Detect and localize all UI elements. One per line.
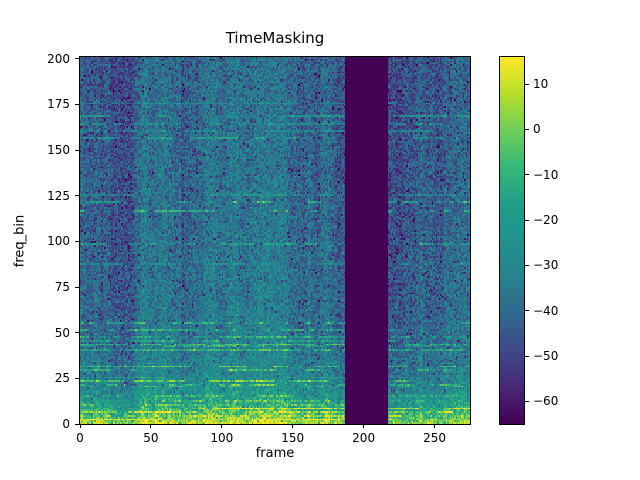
y-tick-label: 0 — [62, 417, 70, 431]
y-tick-mark — [75, 58, 79, 60]
plot-area-border — [79, 56, 471, 425]
colorbar-gradient-canvas — [500, 57, 524, 424]
x-tick-label: 200 — [352, 431, 376, 445]
colorbar-tick-mark — [525, 310, 529, 312]
y-tick-label: 100 — [47, 234, 70, 249]
y-tick-mark — [75, 332, 79, 334]
y-tick-label: 125 — [47, 188, 70, 203]
colorbar-tick-mark — [525, 264, 529, 266]
colorbar-tick-mark — [525, 83, 529, 85]
colorbar-tick-mark — [525, 400, 529, 402]
heatmap-canvas — [80, 57, 470, 424]
y-axis-label: freq_bin — [12, 214, 28, 267]
colorbar-border — [499, 56, 525, 425]
x-tick-mark — [221, 424, 223, 428]
y-tick-mark — [75, 377, 79, 379]
x-axis-label: frame — [255, 446, 295, 461]
colorbar-tick-label: −30 — [533, 258, 559, 273]
x-tick-label: 250 — [423, 431, 446, 445]
y-tick-mark — [75, 240, 79, 242]
x-tick-label: 100 — [210, 431, 234, 445]
colorbar-tick-label: −60 — [533, 394, 559, 409]
x-tick-mark — [434, 424, 436, 428]
y-tick-label: 25 — [54, 371, 70, 386]
colorbar-tick-label: 0 — [533, 122, 541, 137]
y-tick-mark — [75, 103, 79, 105]
y-tick-label: 200 — [47, 51, 70, 66]
x-tick-label: 150 — [281, 431, 305, 445]
colorbar-tick-label: 10 — [533, 77, 549, 92]
colorbar-tick-label: −20 — [533, 213, 559, 228]
colorbar-tick-label: −10 — [533, 167, 559, 182]
y-tick-label: 175 — [47, 97, 70, 112]
x-tick-mark — [292, 424, 294, 428]
colorbar-tick-mark — [525, 174, 529, 176]
y-tick-label: 50 — [54, 325, 70, 340]
y-tick-mark — [75, 423, 79, 425]
colorbar-tick-mark — [525, 219, 529, 221]
x-tick-mark — [363, 424, 365, 428]
x-tick-label: 50 — [143, 431, 159, 445]
y-tick-mark — [75, 149, 79, 151]
colorbar-tick-mark — [525, 128, 529, 130]
x-tick-mark — [150, 424, 152, 428]
y-tick-label: 150 — [47, 143, 70, 158]
chart-title: TimeMasking — [225, 29, 325, 47]
colorbar-tick-label: −40 — [533, 303, 559, 318]
x-tick-mark — [79, 424, 81, 428]
colorbar-tick-label: −50 — [533, 349, 559, 364]
y-tick-label: 75 — [54, 280, 70, 295]
y-tick-mark — [75, 195, 79, 197]
y-tick-mark — [75, 286, 79, 288]
x-tick-label: 0 — [76, 431, 84, 445]
colorbar-tick-mark — [525, 355, 529, 357]
